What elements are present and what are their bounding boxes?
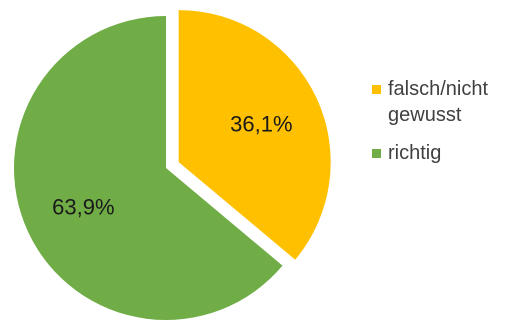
legend-item-falsch: falsch/nicht gewusst [372,76,518,128]
pie-slice-1 [14,16,283,320]
pie-data-label-0: 36,1% [230,112,292,137]
pie-labels: 36,1% 63,9% [52,112,292,220]
pie-slices [14,10,331,320]
legend-swatch-falsch [372,85,381,94]
legend-label-falsch: falsch/nicht gewusst [388,78,489,126]
legend-swatch-richtig [372,149,381,158]
pie-data-label-1: 63,9% [52,195,114,220]
legend: falsch/nicht gewusst richtig [372,76,518,178]
legend-label-richtig: richtig [388,142,442,164]
legend-item-richtig: richtig [372,140,518,166]
pie-slice-0 [178,10,331,260]
